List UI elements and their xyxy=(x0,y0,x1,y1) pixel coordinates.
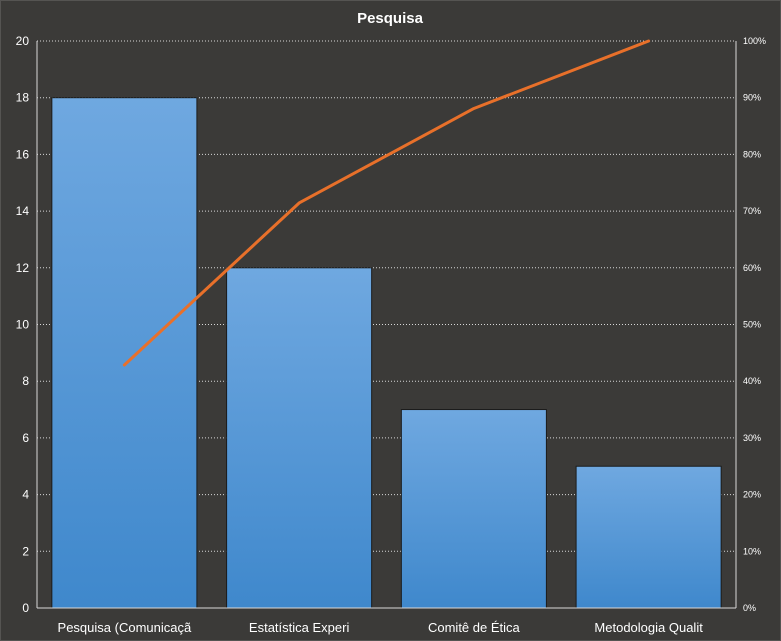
bar xyxy=(51,97,198,609)
x-tick-label: Metodologia Qualit xyxy=(594,620,703,635)
y2-tick-label: 50% xyxy=(743,320,761,330)
y-tick-label: 8 xyxy=(22,374,29,388)
y-tick-label: 0 xyxy=(22,601,29,615)
x-tick-label: Pesquisa (Comunicaçã xyxy=(58,620,192,635)
y2-tick-label: 40% xyxy=(743,376,761,386)
cumulative-percent-line xyxy=(122,39,651,367)
x-tick-label: Comitê de Ética xyxy=(428,620,521,635)
y-tick-label: 10 xyxy=(16,318,30,332)
y2-tick-label: 20% xyxy=(743,490,761,500)
axes xyxy=(36,41,737,609)
y2-tick-label: 80% xyxy=(743,149,761,159)
y2-tick-label: 70% xyxy=(743,206,761,216)
y-tick-label: 4 xyxy=(22,488,29,502)
bar xyxy=(226,267,373,609)
y2-tick-label: 90% xyxy=(743,93,761,103)
x-tick-label: Estatística Experi xyxy=(249,620,350,635)
y-tick-label: 6 xyxy=(22,431,29,445)
bar xyxy=(400,409,547,609)
y-tick-label: 2 xyxy=(22,544,29,558)
cumulative-line xyxy=(122,39,651,367)
y2-tick-label: 30% xyxy=(743,433,761,443)
y2-tick-label: 0% xyxy=(743,603,756,613)
tick-labels: 0 2 4 6 8 10 12 14 16 18 20 0% 10% 20% 30% 40% 50% 60% 70%… xyxy=(16,34,766,635)
y-tick-label: 20 xyxy=(16,34,30,48)
y-tick-label: 12 xyxy=(16,261,30,275)
chart-title: Pesquisa xyxy=(357,10,424,27)
y2-tick-label: 10% xyxy=(743,546,761,556)
bars xyxy=(51,97,722,609)
y2-tick-label: 60% xyxy=(743,263,761,273)
bar xyxy=(575,465,722,609)
y-tick-label: 14 xyxy=(16,204,30,218)
y-tick-label: 16 xyxy=(16,147,30,161)
y-tick-label: 18 xyxy=(16,91,30,105)
y2-tick-label: 100% xyxy=(743,36,766,46)
